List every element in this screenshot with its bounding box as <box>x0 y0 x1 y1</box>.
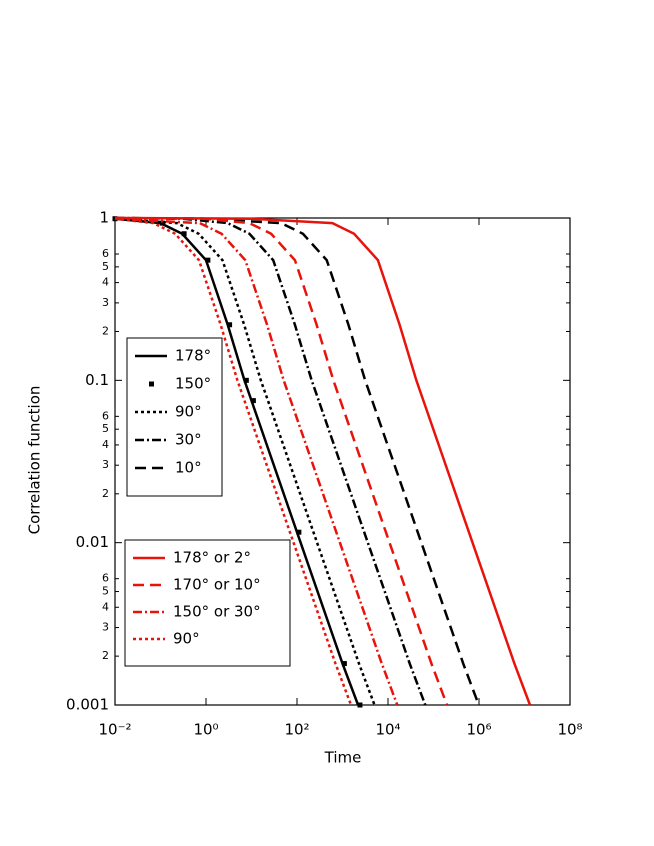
y-tick-label: 1 <box>99 209 109 227</box>
y-tick-label: 4 <box>102 276 109 289</box>
legend-label: 178° <box>175 347 211 365</box>
line <box>114 216 480 706</box>
x-tick-label: 10⁸ <box>557 721 582 739</box>
legend-label: 10° <box>175 459 202 477</box>
legend-label: 30° <box>175 431 202 449</box>
y-tick-label: 6 <box>102 409 109 422</box>
legend-marker <box>149 381 154 387</box>
y-tick-label: 3 <box>102 296 109 309</box>
marker <box>250 398 256 404</box>
line <box>114 216 427 706</box>
plot-frame <box>114 217 571 706</box>
legend-box <box>124 539 291 667</box>
legend-label: 90° <box>175 403 202 421</box>
legend-label: 170° or 10° <box>173 576 261 594</box>
y-tick-label: 2 <box>102 324 109 337</box>
legend-label: 178° or 2° <box>173 549 251 567</box>
legend-label: 90° <box>173 630 200 648</box>
x-tick-label: 10⁰ <box>193 721 218 739</box>
y-tick-label: 5 <box>102 260 109 273</box>
y-tick-label: 6 <box>102 572 109 585</box>
x-tick-label: 10² <box>284 721 309 739</box>
legend-label: 150° or 30° <box>173 603 261 621</box>
y-tick-label: 2 <box>102 649 109 662</box>
legend-label: 150° <box>175 375 211 393</box>
marker <box>243 377 249 383</box>
y-tick-label: 5 <box>102 585 109 598</box>
y-tick-label: 5 <box>102 422 109 435</box>
line <box>114 217 376 706</box>
line <box>114 217 353 706</box>
y-tick-label: 0.01 <box>76 533 109 551</box>
y-tick-label: 2 <box>102 487 109 500</box>
y-axis-label: Correlation function <box>26 386 44 535</box>
marker <box>357 702 363 708</box>
y-tick-label: 0.001 <box>66 696 109 714</box>
line <box>114 217 360 706</box>
marker <box>296 529 302 535</box>
x-axis-label: Time <box>324 749 362 767</box>
legend-box <box>126 337 223 497</box>
line <box>114 216 449 706</box>
x-tick-label: 10⁶ <box>466 721 491 739</box>
marker <box>205 257 211 263</box>
line <box>114 216 532 706</box>
marker <box>227 322 233 328</box>
y-tick-label: 3 <box>102 621 109 634</box>
x-tick-label: 10⁴ <box>375 721 400 739</box>
y-tick-label: 3 <box>102 458 109 471</box>
x-tick-label: 10⁻² <box>98 721 131 739</box>
y-tick-label: 0.1 <box>85 371 109 389</box>
y-tick-label: 4 <box>102 438 109 451</box>
y-tick-label: 4 <box>102 600 109 613</box>
marker <box>181 231 187 237</box>
y-tick-label: 6 <box>102 247 109 260</box>
marker <box>341 661 347 667</box>
line <box>114 217 399 706</box>
marker <box>159 220 165 226</box>
